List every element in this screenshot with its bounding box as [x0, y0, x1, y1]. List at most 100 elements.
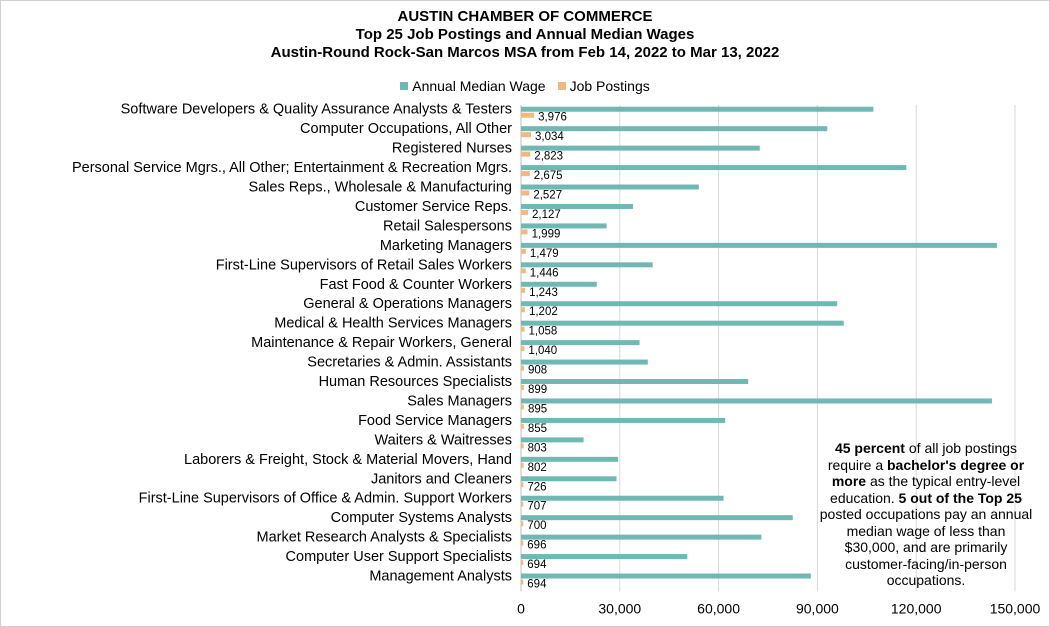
postings-bar: [521, 385, 524, 391]
note-bold-1: 45 percent: [834, 440, 905, 456]
wage-bar: [521, 281, 597, 287]
category-label: Retail Salespersons: [383, 218, 512, 234]
wage-bar: [521, 534, 762, 540]
wage-bar: [521, 106, 874, 112]
postings-bar: [521, 132, 531, 138]
annotation-note: 45 percent of all job postings require a…: [818, 440, 1034, 589]
postings-bar: [521, 540, 524, 546]
wage-bar: [521, 359, 648, 365]
postings-bar: [521, 462, 524, 468]
postings-data-label: 2,527: [533, 190, 562, 202]
postings-data-label: 3,034: [535, 131, 564, 143]
x-tick-label: 60,000: [697, 600, 740, 616]
category-label: Marketing Managers: [380, 238, 512, 254]
postings-data-label: 1,479: [530, 248, 559, 260]
postings-data-label: 908: [528, 365, 547, 377]
postings-bar: [521, 190, 530, 196]
wage-bar: [521, 398, 992, 404]
note-text-3: posted occupations pay an annual median …: [819, 506, 1033, 588]
postings-bar: [521, 579, 524, 585]
postings-data-label: 694: [527, 579, 547, 591]
category-label: General & Operations Managers: [303, 296, 512, 312]
postings-data-label: 1,058: [528, 326, 557, 338]
wage-bar: [521, 456, 619, 462]
category-label: Market Research Analysts & Specialists: [257, 530, 512, 546]
category-label: Registered Nurses: [392, 141, 512, 157]
postings-data-label: 3,976: [538, 112, 567, 124]
wage-bar: [521, 554, 688, 560]
postings-bar: [521, 209, 529, 215]
wage-bar: [521, 126, 828, 132]
postings-data-label: 802: [528, 462, 547, 474]
wage-bar: [521, 301, 838, 307]
postings-bar: [521, 326, 525, 332]
postings-bar: [521, 501, 524, 507]
category-label: First-Line Supervisors of Office & Admin…: [139, 491, 512, 507]
postings-bar: [521, 521, 524, 527]
category-label: Management Analysts: [369, 569, 512, 585]
wage-bar: [521, 379, 749, 385]
category-label: Human Resources Specialists: [319, 374, 512, 390]
category-label: Customer Service Reps.: [355, 199, 512, 215]
postings-data-label: 2,675: [534, 170, 563, 182]
wage-bar: [521, 437, 584, 443]
category-label: Computer Occupations, All Other: [300, 121, 512, 137]
postings-bar: [521, 560, 524, 566]
postings-bar: [521, 287, 526, 293]
postings-data-label: 707: [527, 501, 546, 513]
category-label: Laborers & Freight, Stock & Material Mov…: [184, 452, 512, 468]
postings-data-label: 855: [528, 423, 547, 435]
wage-bar: [521, 417, 726, 423]
title-line-1: AUSTIN CHAMBER OF COMMERCE: [397, 8, 653, 25]
postings-bar: [521, 171, 530, 177]
legend-item-wage: Annual Median Wage: [400, 78, 546, 94]
postings-bar: [521, 482, 524, 488]
x-tick-label: 120,000: [891, 600, 942, 616]
wage-bar: [521, 223, 607, 229]
category-label: Janitors and Cleaners: [371, 471, 512, 487]
postings-data-label: 726: [527, 481, 546, 493]
note-text-1: of all job postings require a: [827, 440, 1018, 473]
postings-data-label: 2,127: [532, 209, 561, 221]
legend-item-postings: Job Postings: [557, 78, 650, 94]
chart-title: AUSTIN CHAMBER OF COMMERCE Top 25 Job Po…: [0, 8, 1050, 62]
postings-data-label: 895: [528, 403, 547, 415]
chart-legend: Annual Median Wage Job Postings: [0, 78, 1050, 94]
title-line-3: Austin-Round Rock-San Marcos MSA from Fe…: [270, 44, 780, 61]
postings-bar: [521, 404, 524, 410]
legend-label-wage: Annual Median Wage: [412, 78, 546, 94]
legend-swatch-wage: [400, 82, 409, 90]
category-label: Sales Managers: [407, 393, 512, 409]
category-label: Maintenance & Repair Workers, General: [251, 335, 512, 351]
x-tick-label: 0: [517, 600, 525, 616]
category-label: Computer Systems Analysts: [331, 510, 512, 526]
postings-bar: [521, 112, 535, 118]
category-label: Sales Reps., Wholesale & Manufacturing: [248, 180, 512, 196]
wage-bar: [521, 242, 997, 248]
legend-swatch-postings: [557, 82, 566, 90]
wage-bar: [521, 340, 640, 346]
x-tick-label: 150,000: [990, 600, 1041, 616]
postings-bar: [521, 346, 525, 352]
category-label: First-Line Supervisors of Retail Sales W…: [216, 257, 512, 273]
postings-bar: [521, 248, 526, 254]
title-line-2: Top 25 Job Postings and Annual Median Wa…: [355, 26, 695, 43]
note-bold-2: bachelor's degree or more: [831, 456, 1025, 490]
postings-bar: [521, 443, 524, 449]
wage-bar: [521, 476, 617, 482]
postings-data-label: 1,446: [530, 267, 559, 279]
wage-bar: [521, 203, 633, 209]
postings-data-label: 899: [528, 384, 547, 396]
legend-label-postings: Job Postings: [569, 78, 650, 94]
category-label: Waiters & Waitresses: [374, 432, 512, 448]
postings-bar: [521, 423, 524, 429]
wage-bar: [521, 515, 793, 521]
postings-bar: [521, 229, 528, 235]
wage-bar: [521, 320, 844, 326]
wage-bar: [521, 573, 811, 579]
category-label: Secretaries & Admin. Assistants: [307, 355, 512, 371]
wage-bar: [521, 165, 907, 171]
wage-bar: [521, 495, 724, 501]
postings-data-label: 1,202: [529, 306, 558, 318]
